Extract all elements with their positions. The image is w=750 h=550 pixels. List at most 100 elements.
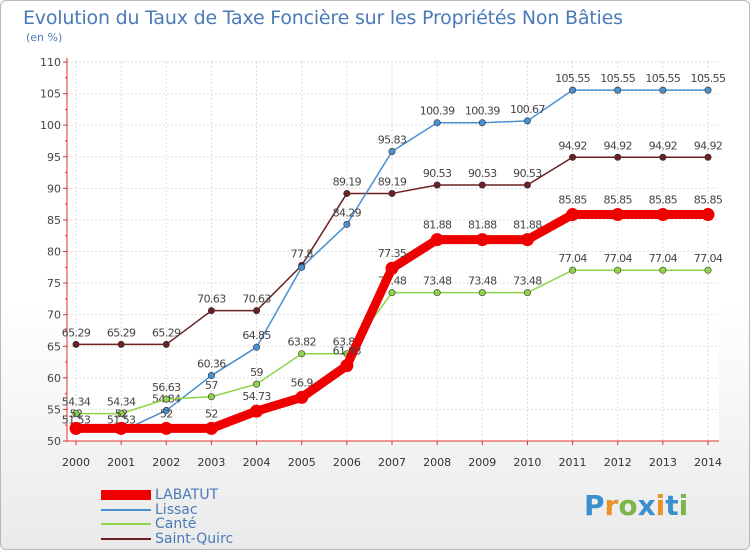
data-point	[253, 343, 261, 351]
data-label: 90.53	[513, 167, 542, 180]
data-point	[343, 189, 351, 197]
logo-letter: x	[637, 489, 656, 522]
legend-label: Canté	[155, 516, 197, 532]
data-point	[433, 289, 441, 297]
y-tick-label: 60	[47, 372, 61, 385]
data-label: 51.53	[62, 413, 91, 426]
y-tick-label: 100	[40, 119, 61, 132]
data-label: 65.29	[152, 326, 181, 339]
data-label: 81.88	[423, 219, 452, 232]
data-label: 73.48	[423, 275, 452, 288]
data-label: 81.88	[513, 219, 542, 232]
x-tick-label: 2007	[378, 456, 406, 469]
data-label: 65.29	[62, 326, 91, 339]
y-tick-label: 85	[47, 214, 61, 227]
data-label: 61.93	[333, 345, 362, 358]
x-tick-label: 2012	[604, 456, 632, 469]
legend-label: LABATUT	[155, 487, 219, 503]
y-tick-label: 80	[47, 246, 61, 259]
data-point	[72, 410, 80, 418]
data-label: 84.29	[333, 206, 362, 219]
data-label: 81.88	[468, 219, 497, 232]
data-point	[253, 380, 261, 388]
data-point	[250, 404, 264, 418]
data-point	[614, 86, 622, 94]
data-label: 54.34	[62, 396, 91, 409]
data-label: 52	[70, 407, 83, 420]
data-label: 95.83	[378, 134, 407, 147]
data-label: 85.85	[558, 194, 587, 207]
data-point	[659, 153, 667, 161]
data-point	[385, 261, 399, 275]
data-label: 73.48	[468, 275, 497, 288]
data-point	[704, 86, 712, 94]
data-point	[114, 421, 128, 435]
data-point	[253, 307, 261, 315]
data-point	[659, 86, 667, 94]
data-label: 105.55	[555, 72, 590, 85]
data-point	[69, 421, 83, 435]
data-point	[656, 208, 670, 222]
data-point	[433, 119, 441, 127]
data-point	[207, 372, 215, 380]
data-label: 51.53	[107, 413, 136, 426]
logo-letter: o	[618, 489, 638, 522]
legend-swatch	[101, 538, 151, 540]
data-label: 90.53	[423, 167, 452, 180]
data-label: 100.67	[510, 103, 545, 116]
data-label: 70.63	[197, 293, 226, 306]
legend-swatch	[101, 523, 151, 525]
data-point	[298, 350, 306, 358]
data-point	[523, 117, 531, 125]
data-point	[162, 395, 170, 403]
data-point	[298, 263, 306, 271]
data-point	[523, 181, 531, 189]
data-point	[701, 208, 715, 222]
x-tick-label: 2004	[243, 456, 271, 469]
data-point	[475, 233, 489, 247]
data-label: 56.9	[291, 376, 314, 389]
data-label: 77.04	[558, 252, 587, 265]
logo-letter: i	[655, 489, 666, 522]
data-point	[478, 181, 486, 189]
data-label: 89.19	[333, 175, 362, 188]
data-point	[343, 220, 351, 228]
data-point	[566, 208, 580, 222]
data-point	[72, 340, 80, 348]
data-label: 60.36	[197, 358, 226, 371]
logo-letter: i	[678, 489, 689, 522]
data-point	[162, 340, 170, 348]
y-tick-label: 55	[47, 403, 61, 416]
data-label: 63.82	[287, 336, 316, 349]
data-point	[569, 266, 577, 274]
logo-letter: t	[665, 489, 679, 522]
x-tick-label: 2008	[423, 456, 451, 469]
data-point	[520, 233, 534, 247]
data-label: 100.39	[465, 105, 500, 118]
data-point	[204, 421, 218, 435]
y-tick-label: 70	[47, 309, 61, 322]
data-label: 85.85	[694, 194, 723, 207]
y-tick-label: 75	[47, 277, 61, 290]
data-label: 52	[115, 407, 128, 420]
y-tick-label: 90	[47, 182, 61, 195]
data-label: 65.29	[107, 326, 136, 339]
data-point	[159, 421, 173, 435]
legend-label: Lissac	[155, 502, 198, 518]
data-label: 94.92	[694, 139, 723, 152]
data-label: 85.85	[649, 194, 678, 207]
data-point	[207, 393, 215, 401]
x-tick-label: 2001	[107, 456, 135, 469]
data-point	[117, 410, 125, 418]
data-point	[295, 390, 309, 404]
unit-label: (en %)	[26, 31, 63, 44]
x-tick-label: 2013	[649, 456, 677, 469]
data-label: 73.48	[513, 275, 542, 288]
logo-letter: r	[604, 489, 619, 522]
data-label: 57	[205, 379, 218, 392]
logo-letter: P	[584, 489, 605, 522]
x-tick-label: 2005	[288, 456, 316, 469]
data-point	[478, 289, 486, 297]
data-point	[430, 233, 444, 247]
data-point	[117, 340, 125, 348]
